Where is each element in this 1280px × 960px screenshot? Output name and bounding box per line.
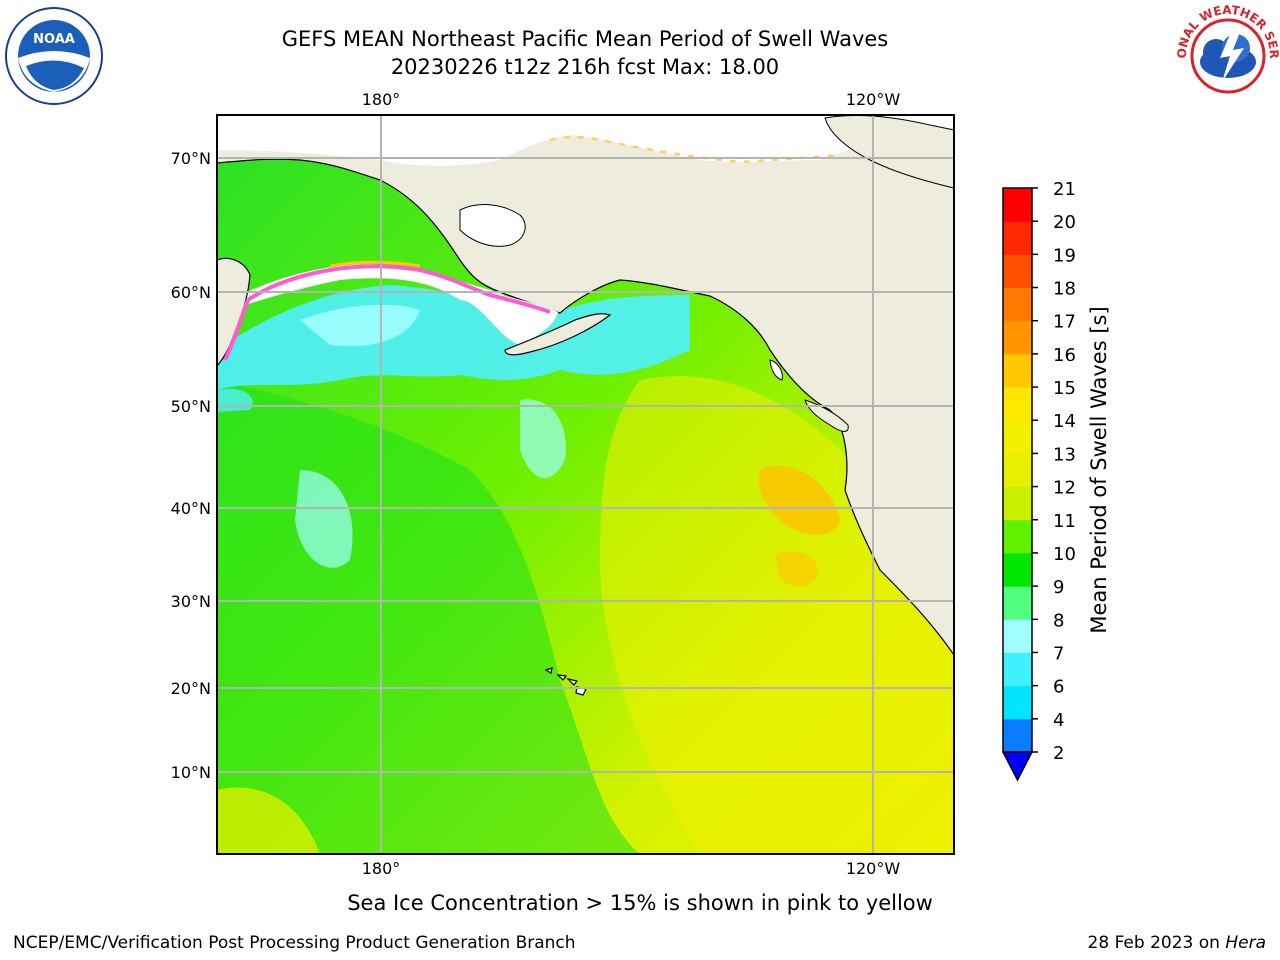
land-vancouver-island [804, 399, 849, 432]
map-frame [216, 114, 955, 855]
colorbar-tick-label: 20 [1053, 212, 1076, 233]
colorbar-extend-triangle [1001, 751, 1034, 782]
colorbar-segment [1003, 652, 1032, 687]
colorbar-segment [1003, 188, 1032, 222]
colorbar: 2 4 6 7 8 9 10 11 12 13 14 15 16 17 18 19 20 21 [1003, 179, 1076, 764]
colorbar-segment [1003, 552, 1032, 587]
colorbar-segment [1003, 718, 1032, 753]
lat-label-60n: 60°N [171, 283, 211, 302]
footer-date: 28 Feb 2023 on Hera [1088, 933, 1266, 953]
colorbar-segment [1003, 453, 1032, 488]
colorbar-tick-label: 11 [1053, 511, 1076, 532]
land-haida-gwaii [769, 359, 783, 381]
sea-ice-edge-west [223, 299, 250, 361]
swell-yellow-sw [217, 787, 320, 854]
lat-label-70n: 70°N [171, 149, 211, 168]
colorbar-tick-label: 10 [1053, 544, 1076, 565]
footer-credit: NCEP/EMC/Verification Post Processing Pr… [13, 933, 576, 953]
colorbar-segment [1003, 486, 1032, 521]
lat-label-50n: 50°N [171, 397, 211, 416]
lat-label-20n: 20°N [171, 679, 211, 698]
lat-label-30n: 30°N [171, 592, 211, 611]
colorbar-tick-label: 7 [1053, 643, 1064, 664]
colorbar-tick-label: 21 [1053, 179, 1076, 200]
footer-date-text: 28 Feb 2023 on [1087, 933, 1226, 953]
no-data-bering [230, 264, 558, 345]
colorbar-tick-label: 15 [1053, 378, 1076, 399]
map-area [217, 115, 954, 854]
colorbar-segment [1003, 387, 1032, 421]
no-data-norton-sound [459, 204, 526, 247]
colorbar-tick-label: 9 [1053, 577, 1064, 598]
colorbar-tick-label: 13 [1053, 444, 1076, 465]
no-data-arctic [217, 115, 954, 166]
colorbar-tick-label: 14 [1053, 411, 1076, 432]
colorbar-segment [1003, 287, 1032, 322]
lon-label-bottom-120w: 120°W [846, 859, 901, 878]
colorbar-tick-label: 19 [1053, 245, 1076, 266]
swell-lightcyan-3 [295, 470, 353, 568]
land-arctic-islands [824, 115, 954, 189]
colorbar-tick-label: 12 [1053, 478, 1076, 499]
colorbar-segment [1003, 221, 1032, 255]
swell-orange-patch [758, 465, 840, 535]
colorbar-segment [1003, 519, 1032, 554]
colorbar-tick-label: 4 [1053, 710, 1064, 731]
colorbar-tick-label: 8 [1053, 610, 1064, 631]
sea-ice-caption: Sea Ice Concentration > 15% is shown in … [347, 891, 933, 915]
colorbar-tick-label: 2 [1053, 743, 1064, 764]
colorbar-label: Mean Period of Swell Waves [s] [1087, 306, 1111, 633]
colorbar-segment [1003, 685, 1032, 720]
lon-label-top-180: 180° [362, 90, 401, 109]
land-hawaii [544, 667, 587, 696]
swell-orange-patch-2 [775, 551, 819, 587]
colorbar-tick-label: 17 [1053, 312, 1076, 333]
swell-lightcyan-2 [520, 399, 566, 479]
lat-label-40n: 40°N [171, 499, 211, 518]
colorbar-segment [1003, 320, 1032, 355]
graticule [217, 115, 954, 854]
colorbar-segment [1003, 353, 1032, 388]
swell-lightcyan-1 [300, 304, 420, 347]
colorbar-segment [1003, 420, 1032, 454]
noaa-logo: NOAA [5, 7, 103, 105]
sea-ice-edge-pink [246, 264, 551, 314]
colorbar-frame [1002, 187, 1033, 753]
colorbar-segment [1003, 254, 1032, 289]
lon-label-top-120w: 120°W [846, 90, 901, 109]
colorbar-tick-label: 6 [1053, 677, 1064, 698]
land-alaska-peninsula [504, 313, 612, 356]
colorbar-tick-label: 18 [1053, 279, 1076, 300]
chart-subtitle: 20230226 t12z 216h fcst Max: 18.00 [390, 55, 780, 79]
lon-label-bottom-180: 180° [362, 859, 401, 878]
nws-logo: NATIONAL WEATHER SERVICE [1176, 4, 1280, 106]
colorbar-segment [1003, 619, 1032, 653]
chart-title: GEFS MEAN Northeast Pacific Mean Period … [281, 27, 889, 51]
noaa-logo-text: NOAA [33, 32, 75, 47]
sea-ice-edge-yellow [329, 260, 421, 268]
lat-label-10n: 10°N [171, 763, 211, 782]
colorbar-segment [1003, 586, 1032, 620]
colorbar-tick-label: 16 [1053, 345, 1076, 366]
footer-host: Hera [1225, 933, 1266, 953]
